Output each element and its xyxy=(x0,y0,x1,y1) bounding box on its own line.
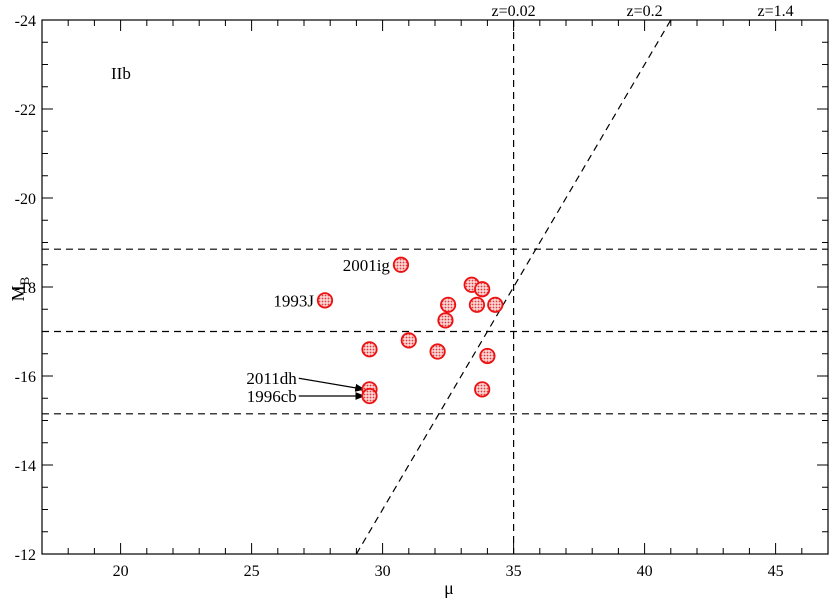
y-tick-label: -22 xyxy=(15,102,36,119)
data-point xyxy=(429,343,446,360)
diagonal-reference-line xyxy=(355,19,672,555)
data-point xyxy=(474,281,491,298)
x-tick-labels: 20 25 30 35 40 45 xyxy=(113,563,784,580)
y-axis-title: MB xyxy=(8,276,32,301)
x-tick-label: 45 xyxy=(768,563,784,580)
reference-lines xyxy=(42,19,828,555)
data-point xyxy=(479,347,496,365)
data-point xyxy=(468,296,486,313)
redshift-labels: z=0.02 z=0.2 z=1.4 xyxy=(492,3,794,20)
y-tick-label: -24 xyxy=(15,13,36,30)
data-point xyxy=(474,381,491,398)
data-point xyxy=(487,296,504,313)
y-tick-labels: -12 -14 -16 -18 -20 -22 -24 xyxy=(15,13,36,564)
x-tick-label: 35 xyxy=(506,563,522,580)
data-points xyxy=(316,256,504,405)
panel-label: IIb xyxy=(111,64,131,83)
data-point xyxy=(361,387,378,405)
data-point xyxy=(361,341,378,358)
data-point xyxy=(316,292,334,309)
x-tick-label: 20 xyxy=(113,563,129,580)
point-label: 2001ig xyxy=(343,256,391,275)
data-point xyxy=(437,312,454,329)
point-label: 2011dh xyxy=(246,369,297,388)
redshift-label: z=0.2 xyxy=(627,3,663,20)
y-axis-title-sub: B xyxy=(17,276,32,285)
annotation-arrow xyxy=(298,377,366,392)
plot-frame xyxy=(41,19,829,555)
point-label: 1996cb xyxy=(247,387,297,406)
axis-ticks xyxy=(41,19,829,555)
x-axis-title: μ xyxy=(444,578,454,598)
x-tick-label: 30 xyxy=(375,563,391,580)
y-tick-label: -12 xyxy=(15,547,36,564)
y-tick-label: -16 xyxy=(15,369,36,386)
redshift-label: z=0.02 xyxy=(492,3,536,20)
y-tick-label: -20 xyxy=(15,191,36,208)
y-tick-label: -18 xyxy=(15,280,36,297)
y-tick-label: -14 xyxy=(15,458,36,475)
point-label: 1993J xyxy=(273,291,314,310)
x-tick-label: 40 xyxy=(637,563,653,580)
annotation-arrows xyxy=(298,377,366,401)
data-point xyxy=(439,296,457,313)
x-tick-label: 25 xyxy=(244,563,260,580)
y-axis-title-main: M xyxy=(8,285,28,301)
data-point xyxy=(400,332,417,349)
redshift-label: z=1.4 xyxy=(758,3,794,20)
data-point xyxy=(392,256,410,273)
